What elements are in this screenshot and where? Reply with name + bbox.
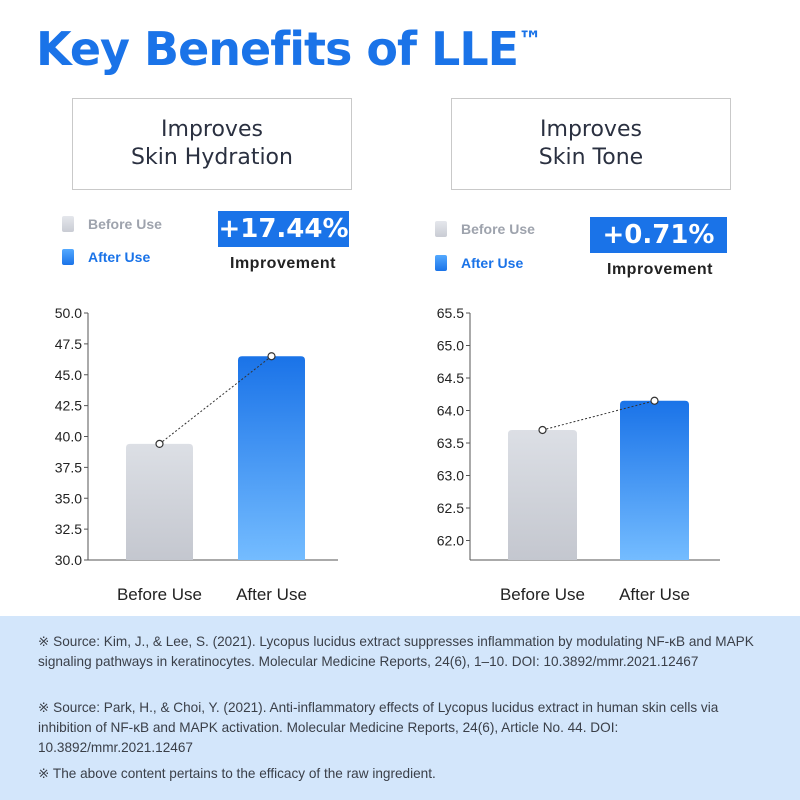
page-title-text: Key Benefits of LLE — [36, 22, 519, 76]
hydration-legend-before: Before Use — [62, 216, 162, 232]
y-tick-label: 42.5 — [55, 398, 82, 414]
y-tick-label: 30.0 — [55, 552, 82, 568]
bar-top-point — [538, 425, 547, 435]
y-tick-label: 63.5 — [437, 435, 464, 451]
y-tick-label: 37.5 — [55, 459, 82, 475]
y-tick-label: 32.5 — [55, 521, 82, 537]
tone-heading-box: Improves Skin Tone — [451, 98, 731, 190]
before-use-bar — [126, 443, 193, 560]
page-title: Key Benefits of LLE™ — [36, 22, 542, 76]
hydration-heading-box: Improves Skin Hydration — [72, 98, 352, 190]
y-tick-label: 62.5 — [437, 500, 464, 516]
x-category-label: After Use — [619, 585, 690, 604]
tone-heading-line1: Improves — [540, 117, 642, 142]
tone-bar-chart: 65.5 65.0 64.5 64.0 63.5 63.0 62.5 62.0 Before U… — [437, 305, 720, 604]
after-use-bar — [620, 400, 689, 560]
y-tick-label: 50.0 — [55, 305, 82, 321]
hydration-heading-line2: Skin Hydration — [131, 145, 293, 170]
hydration-bar-chart: 50.0 47.5 45.0 42.5 40.0 37.5 35.0 32.5 30.0 Befo… — [55, 305, 338, 604]
trend-connector-line — [542, 400, 655, 431]
before-use-swatch — [62, 216, 74, 232]
after-use-bar — [238, 356, 305, 560]
bar-top-point — [650, 396, 659, 405]
tone-legend-before: Before Use — [435, 221, 535, 237]
trademark-symbol: ™ — [518, 26, 542, 54]
before-use-swatch — [435, 221, 447, 237]
x-category-label: Before Use — [117, 585, 202, 604]
y-tick-label: 64.0 — [437, 403, 464, 419]
before-use-legend-label: Before Use — [88, 216, 162, 232]
x-category-label: Before Use — [500, 585, 585, 604]
y-tick-label: 47.5 — [55, 336, 82, 352]
source-citation-2: ※ Source: Park, H., & Choi, Y. (2021). A… — [38, 700, 719, 755]
source-note: ※ The above content pertains to the effi… — [38, 766, 436, 781]
tone-improvement-badge: +0.71% — [590, 217, 727, 253]
hydration-heading-line1: Improves — [161, 117, 263, 142]
after-use-swatch — [435, 255, 447, 271]
hydration-legend-after: After Use — [62, 249, 150, 265]
tone-legend-after: After Use — [435, 255, 523, 271]
y-tick-label: 62.0 — [437, 533, 464, 549]
y-tick-label: 65.5 — [437, 305, 464, 321]
source-citation-1: ※ Source: Kim, J., & Lee, S. (2021). Lyc… — [38, 634, 754, 669]
y-tick-label: 45.0 — [55, 367, 82, 383]
y-tick-label: 63.0 — [437, 468, 464, 484]
hydration-improvement-badge: +17.44% — [218, 211, 349, 247]
after-use-legend-label: After Use — [461, 255, 524, 271]
y-tick-label: 40.0 — [55, 429, 82, 445]
before-use-legend-label: Before Use — [461, 221, 535, 237]
hydration-improvement-label: Improvement — [230, 255, 336, 272]
sources-panel: ※ Source: Kim, J., & Lee, S. (2021). Lyc… — [0, 616, 800, 800]
tone-heading-line2: Skin Tone — [538, 145, 644, 170]
before-use-bar — [508, 430, 577, 560]
tone-improvement-label: Improvement — [607, 261, 713, 278]
y-tick-label: 65.0 — [437, 338, 464, 354]
x-category-label: After Use — [236, 585, 307, 604]
after-use-legend-label: After Use — [88, 249, 151, 265]
bar-top-point — [155, 439, 164, 449]
y-tick-label: 35.0 — [55, 490, 82, 506]
bar-top-point — [267, 352, 276, 361]
after-use-swatch — [62, 249, 74, 265]
y-tick-label: 64.5 — [437, 370, 464, 386]
